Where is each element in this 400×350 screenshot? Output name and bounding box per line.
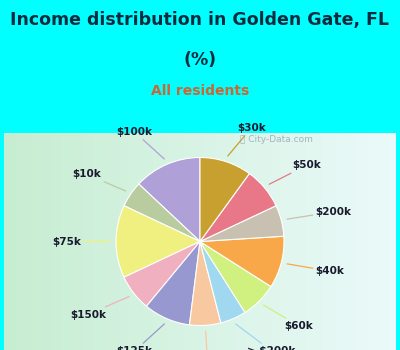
Wedge shape xyxy=(124,184,200,241)
Wedge shape xyxy=(200,174,276,241)
Wedge shape xyxy=(200,236,284,287)
Text: $100k: $100k xyxy=(117,127,164,159)
Wedge shape xyxy=(124,241,200,306)
Wedge shape xyxy=(200,241,245,323)
Text: (%): (%) xyxy=(184,51,216,69)
Wedge shape xyxy=(200,206,284,241)
Wedge shape xyxy=(139,158,200,241)
Wedge shape xyxy=(200,158,249,241)
Text: > $200k: > $200k xyxy=(236,324,296,350)
Text: $40k: $40k xyxy=(287,264,344,276)
Text: $60k: $60k xyxy=(264,305,313,331)
Text: All residents: All residents xyxy=(151,84,249,98)
Text: $75k: $75k xyxy=(52,237,110,246)
Text: Income distribution in Golden Gate, FL: Income distribution in Golden Gate, FL xyxy=(10,10,390,28)
Text: ⓘ City-Data.com: ⓘ City-Data.com xyxy=(240,135,313,144)
Text: $10k: $10k xyxy=(72,169,126,191)
Wedge shape xyxy=(190,241,221,326)
Text: $50k: $50k xyxy=(269,160,321,184)
Text: $30k: $30k xyxy=(228,123,266,156)
Text: $200k: $200k xyxy=(287,207,352,219)
Wedge shape xyxy=(146,241,200,325)
Text: $20k: $20k xyxy=(193,331,222,350)
Text: $150k: $150k xyxy=(70,296,129,320)
Text: $125k: $125k xyxy=(117,324,164,350)
Wedge shape xyxy=(200,241,271,313)
Wedge shape xyxy=(116,206,200,277)
